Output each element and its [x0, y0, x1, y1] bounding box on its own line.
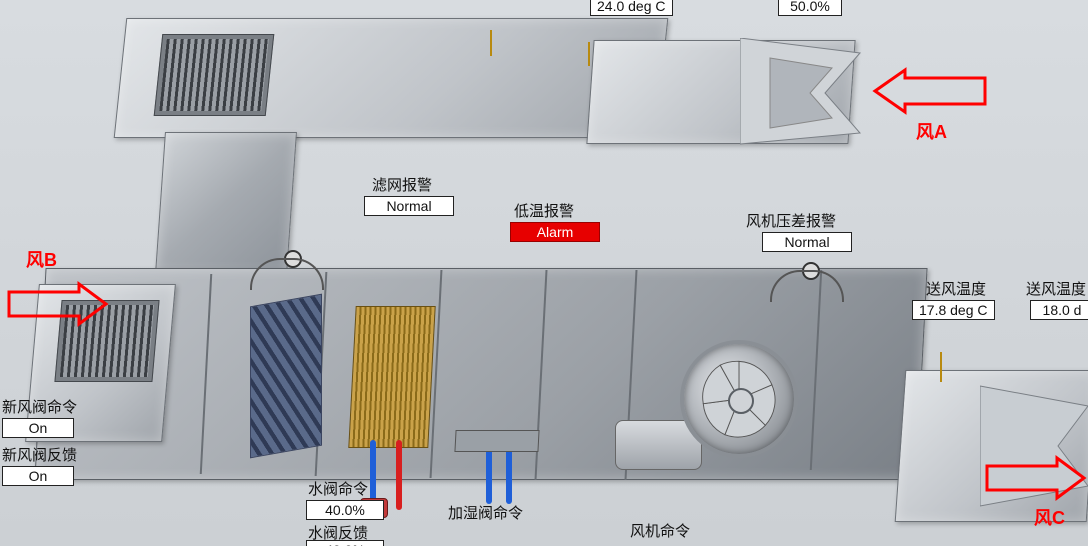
- sensor-stem-supply: [940, 352, 942, 382]
- supplytemp-label: 送风温度: [926, 278, 986, 299]
- supplytemp2-value: 18.0 d: [1030, 300, 1088, 320]
- arrow-a-label: 风A: [916, 118, 947, 144]
- upper-grille: [154, 34, 275, 116]
- arrow-c-label: 风C: [1034, 504, 1065, 530]
- freshdamper-fb-label: 新风阀反馈: [2, 444, 77, 465]
- humidifier-tray: [454, 430, 539, 452]
- freshdamper-cmd-label: 新风阀命令: [2, 396, 77, 417]
- filter-alarm-label: 滤网报警: [372, 174, 432, 195]
- vertical-connector: [155, 132, 297, 274]
- top-humidity-value: 50.0%: [778, 0, 842, 16]
- arrow-a: [870, 66, 990, 116]
- supplytemp2-label: 送风温度: [1026, 278, 1086, 299]
- pipe-chw-return: [396, 440, 402, 510]
- watervalve-cmd-value: 40.0%: [306, 500, 384, 520]
- filter-alarm-value: Normal: [364, 196, 454, 216]
- upper-diffuser: [740, 38, 870, 148]
- arrow-c: [982, 454, 1088, 502]
- sensor-stem-2: [588, 42, 590, 66]
- watervalve-cmd-label: 水阀命令: [308, 478, 368, 499]
- supply-fan: [680, 340, 798, 458]
- lowtemp-alarm-value: Alarm: [510, 222, 600, 242]
- freshdamper-cmd-value: On: [2, 418, 74, 438]
- fandp-alarm-label: 风机压差报警: [746, 210, 836, 231]
- top-temp-value: 24.0 deg C: [590, 0, 673, 16]
- supplytemp-value: 17.8 deg C: [912, 300, 995, 320]
- cooling-coil: [348, 306, 435, 448]
- arrow-b: [4, 280, 114, 328]
- arrow-b-label: 风B: [26, 246, 57, 272]
- filter-bank: [250, 294, 322, 459]
- humidvalve-cmd-label: 加湿阀命令: [448, 502, 523, 523]
- watervalve-fb-value: 40.0%: [306, 540, 384, 546]
- fan-cmd-label: 风机命令: [630, 520, 690, 541]
- fandp-alarm-value: Normal: [762, 232, 852, 252]
- sensor-stem-1: [490, 30, 492, 56]
- lowtemp-alarm-label: 低温报警: [514, 200, 574, 221]
- freshdamper-fb-value: On: [2, 466, 74, 486]
